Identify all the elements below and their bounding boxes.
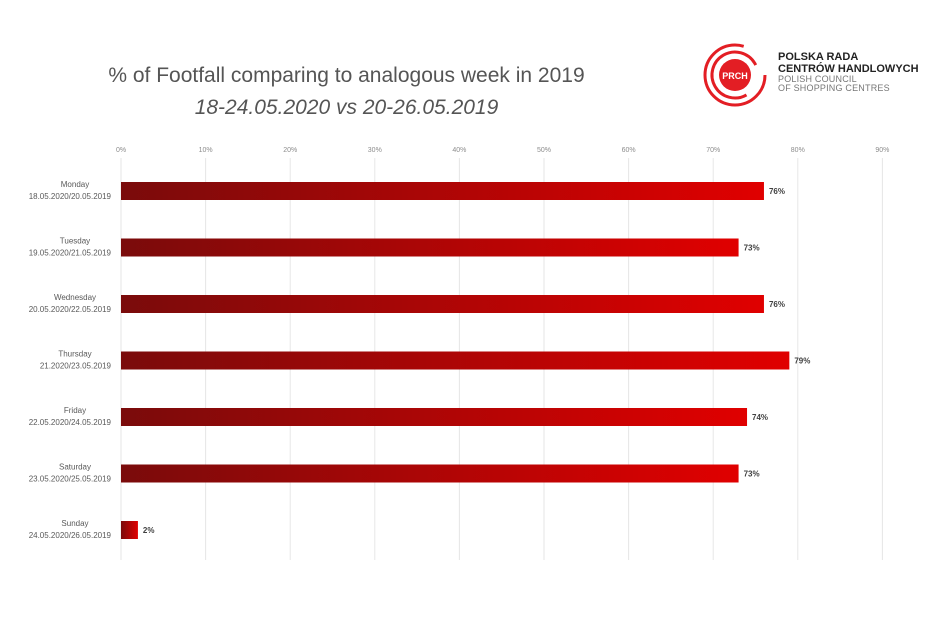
category-label-dates: 21.2020/23.05.2019 bbox=[40, 362, 112, 371]
prch-logo-mark-icon: PRCH bbox=[703, 43, 767, 107]
x-tick-label: 50% bbox=[537, 147, 551, 154]
category-label-day: Friday bbox=[64, 406, 86, 415]
x-tick-label: 90% bbox=[875, 147, 889, 154]
logo-line-3: POLISH COUNCIL bbox=[778, 74, 857, 84]
prch-logo-mark-text: PRCH bbox=[722, 71, 748, 81]
category-label-dates: 23.05.2020/25.05.2019 bbox=[29, 475, 112, 484]
bar bbox=[121, 408, 748, 426]
category-label-day: Tuesday bbox=[60, 237, 90, 246]
x-tick-label: 0% bbox=[116, 147, 126, 154]
bar bbox=[121, 521, 138, 539]
category-label-day: Sunday bbox=[61, 519, 88, 528]
bar bbox=[121, 351, 790, 370]
chart-subtitle: 18-24.05.2020 vs 20-26.05.2019 bbox=[194, 96, 499, 119]
category-label-day: Wednesday bbox=[54, 293, 96, 302]
x-tick-label: 30% bbox=[368, 147, 382, 154]
x-tick-label: 10% bbox=[199, 147, 213, 154]
category-label-day: Monday bbox=[61, 180, 89, 189]
bar bbox=[121, 238, 739, 257]
bar-value-label: 2% bbox=[143, 526, 155, 535]
bar-value-label: 73% bbox=[744, 470, 760, 479]
category-label-day: Thursday bbox=[58, 350, 91, 359]
bar bbox=[121, 182, 764, 200]
category-label-dates: 18.05.2020/20.05.2019 bbox=[29, 192, 112, 201]
logo-line-4: OF SHOPPING CENTRES bbox=[778, 83, 890, 93]
x-tick-label: 60% bbox=[622, 147, 636, 154]
category-label-dates: 19.05.2020/21.05.2019 bbox=[29, 249, 112, 258]
x-tick-label: 80% bbox=[791, 147, 805, 154]
category-label-dates: 20.05.2020/22.05.2019 bbox=[29, 305, 112, 314]
bar-value-label: 74% bbox=[752, 413, 768, 422]
x-tick-label: 20% bbox=[283, 147, 297, 154]
category-label-dates: 22.05.2020/24.05.2019 bbox=[29, 418, 112, 427]
prch-logo: PRCH POLSKA RADA CENTRÓW HANDLOWYCH POLI… bbox=[700, 40, 940, 110]
bar-value-label: 79% bbox=[794, 357, 810, 366]
logo-line-1: POLSKA RADA bbox=[778, 51, 859, 63]
x-tick-label: 70% bbox=[706, 147, 720, 154]
chart-title: % of Footfall comparing to analogous wee… bbox=[108, 64, 585, 87]
bar bbox=[121, 295, 764, 313]
bar bbox=[121, 464, 739, 483]
bar-value-label: 76% bbox=[769, 300, 785, 309]
category-label-day: Saturday bbox=[59, 463, 91, 472]
category-label-dates: 24.05.2020/26.05.2019 bbox=[29, 531, 112, 540]
bar-value-label: 73% bbox=[744, 244, 760, 253]
bar-value-label: 76% bbox=[769, 187, 785, 196]
x-tick-label: 40% bbox=[452, 147, 466, 154]
logo-line-2: CENTRÓW HANDLOWYCH bbox=[778, 63, 919, 75]
